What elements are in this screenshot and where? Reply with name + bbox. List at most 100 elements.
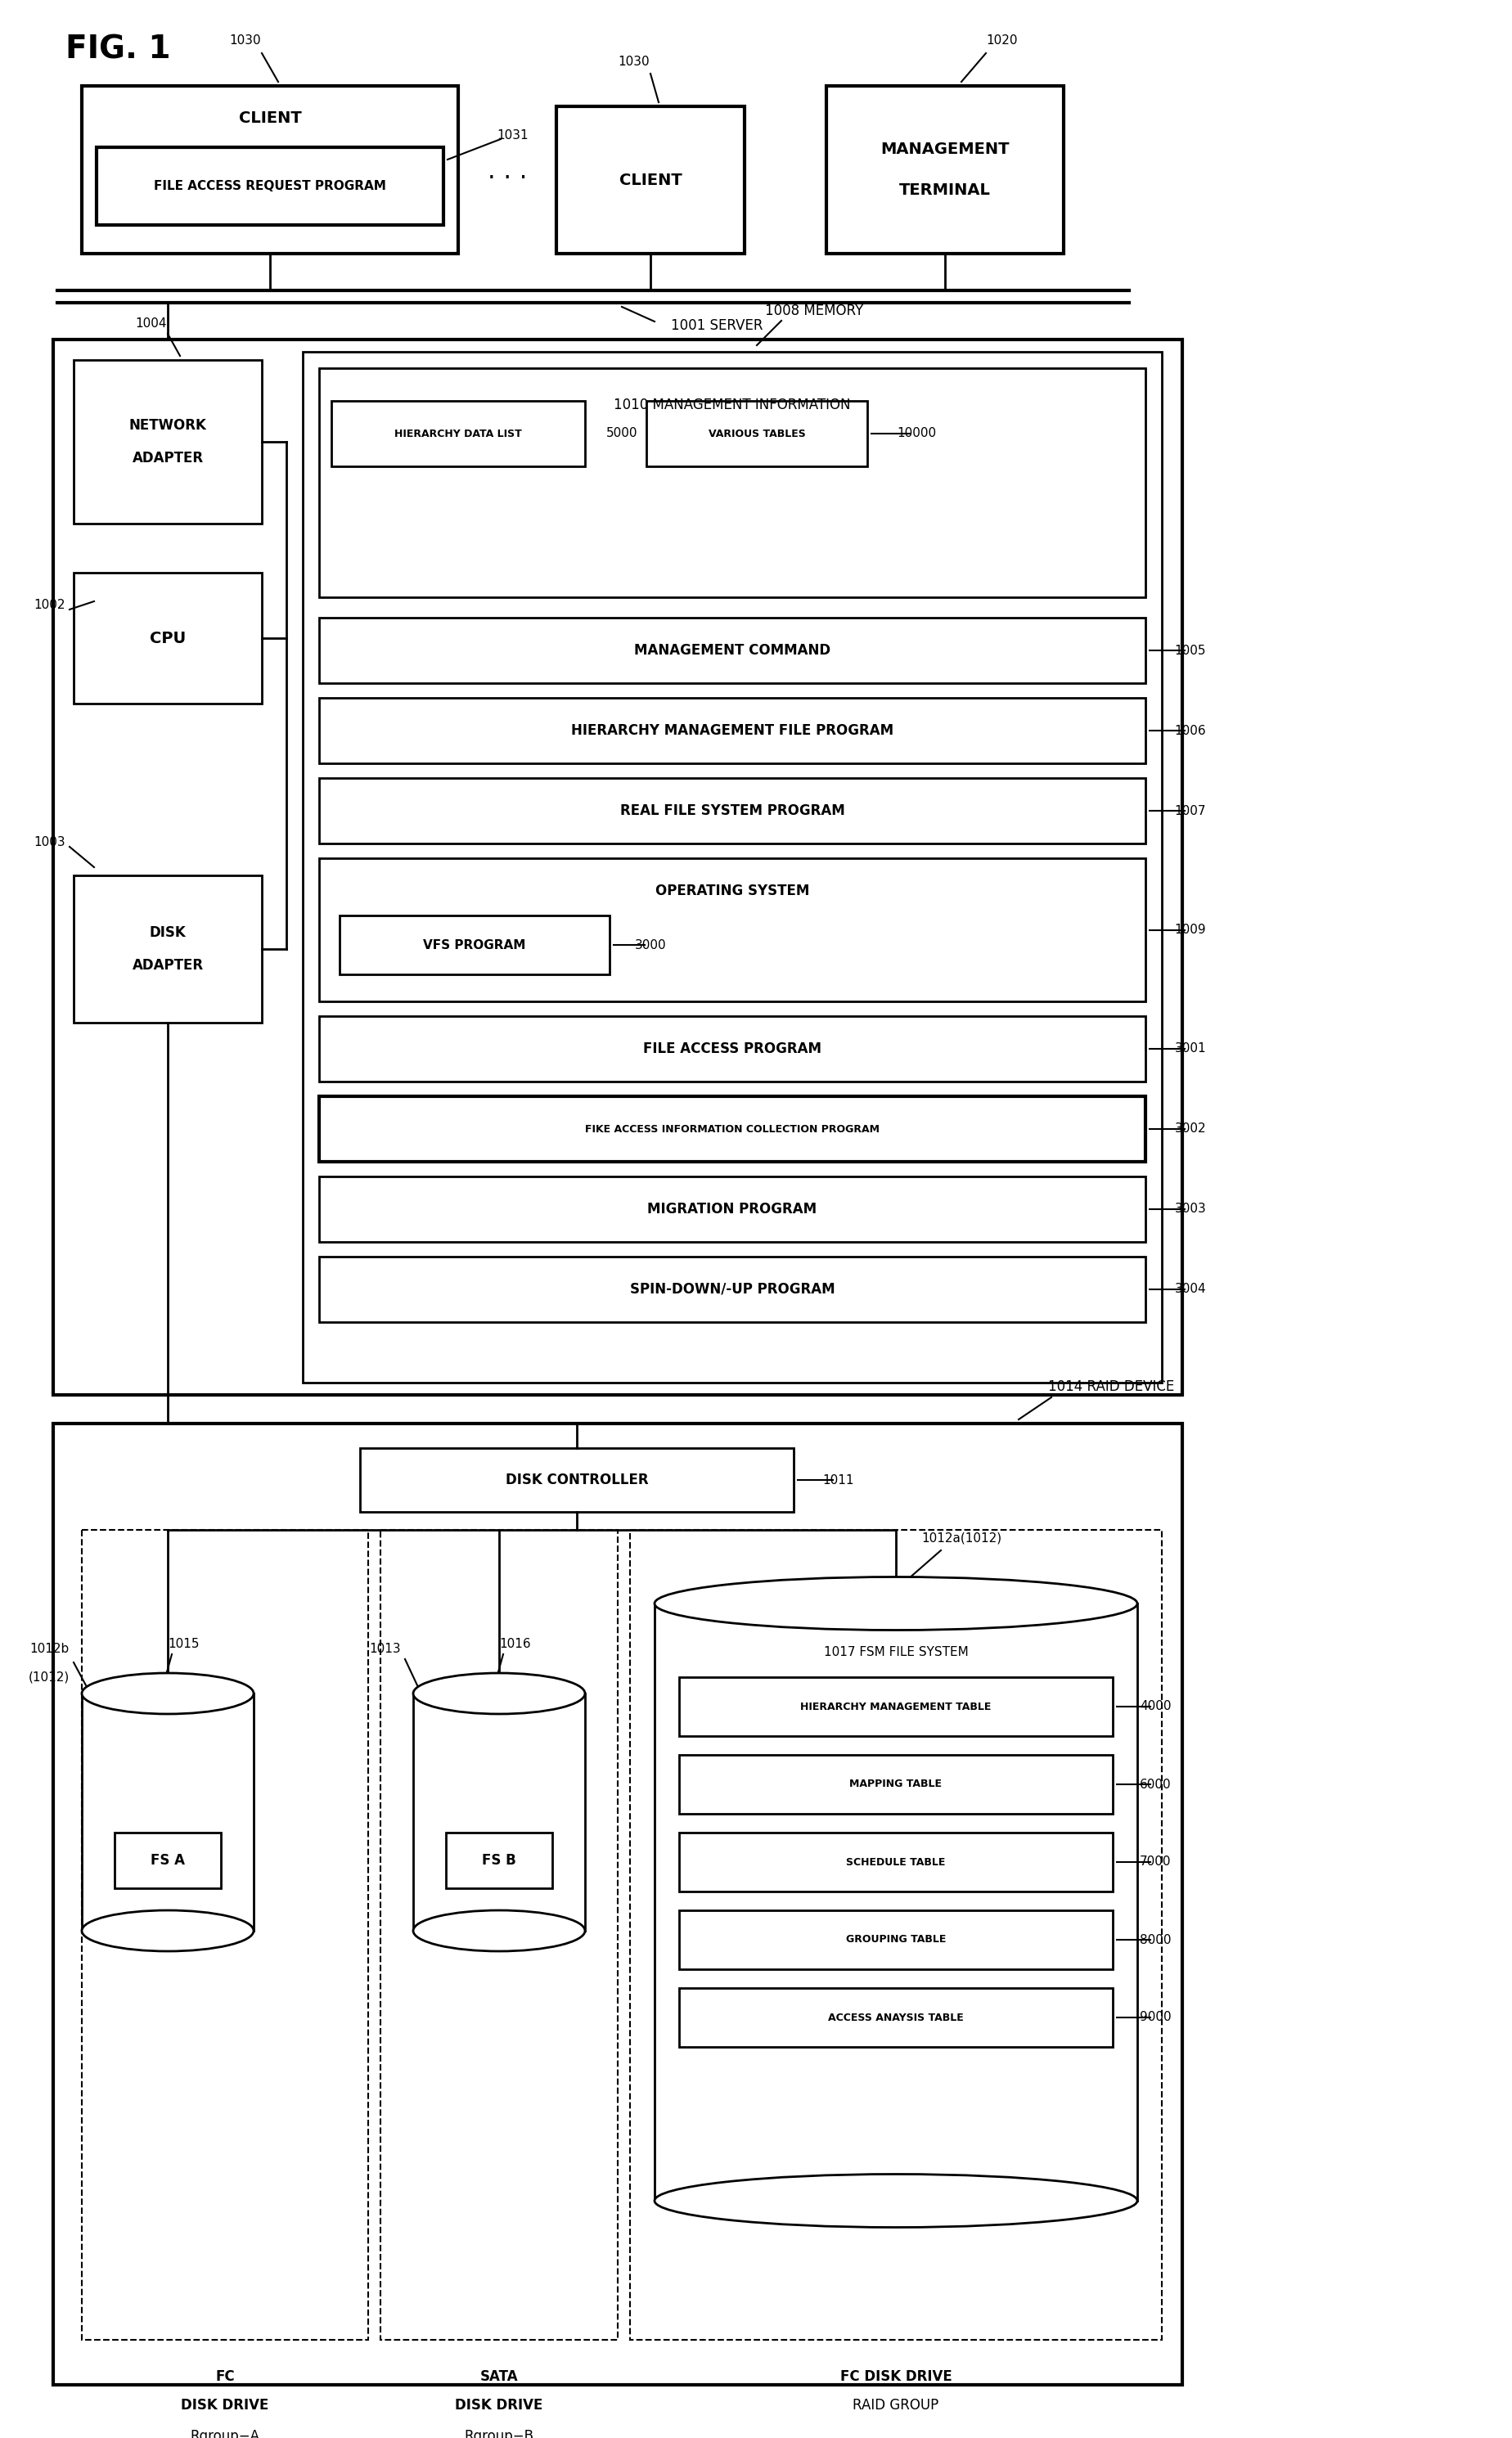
Bar <box>319 1178 1145 1241</box>
Text: 1020: 1020 <box>986 34 1018 46</box>
Text: (1012): (1012) <box>29 1670 70 1682</box>
Text: FS A: FS A <box>151 1853 184 1868</box>
Ellipse shape <box>655 1577 1137 1631</box>
Bar <box>679 1833 1113 1892</box>
Text: DISK DRIVE: DISK DRIVE <box>455 2399 543 2414</box>
Text: 1030: 1030 <box>618 56 650 68</box>
Text: NETWORK: NETWORK <box>129 417 207 434</box>
Bar <box>97 146 443 224</box>
Bar <box>319 778 1145 844</box>
Text: 1016: 1016 <box>499 1638 531 1651</box>
Text: 1012b: 1012b <box>30 1643 70 1655</box>
Text: Rgroup−A: Rgroup−A <box>191 2428 260 2438</box>
Bar <box>413 1694 585 1931</box>
Bar <box>339 917 609 975</box>
Text: 6000: 6000 <box>1139 1777 1170 1789</box>
Bar <box>679 1911 1113 1970</box>
Text: 5000: 5000 <box>606 427 637 439</box>
Text: 1014 RAID DEVICE: 1014 RAID DEVICE <box>1048 1380 1173 1395</box>
Bar <box>446 1833 552 1887</box>
Text: MANAGEMENT: MANAGEMENT <box>880 141 1009 156</box>
Text: DISK CONTROLLER: DISK CONTROLLER <box>505 1473 649 1487</box>
Text: VARIOUS TABLES: VARIOUS TABLES <box>708 429 804 439</box>
Text: . . .: . . . <box>487 161 526 183</box>
Text: 1009: 1009 <box>1173 924 1205 936</box>
Text: 8000: 8000 <box>1139 1933 1170 1946</box>
Text: RAID GROUP: RAID GROUP <box>853 2399 939 2414</box>
Text: 1011: 1011 <box>823 1475 854 1487</box>
Text: 3000: 3000 <box>635 939 665 951</box>
Bar <box>319 368 1145 597</box>
Bar <box>331 400 585 466</box>
Bar <box>319 617 1145 683</box>
Text: CLIENT: CLIENT <box>239 110 301 127</box>
Text: 1007: 1007 <box>1175 805 1205 817</box>
Text: ADAPTER: ADAPTER <box>132 958 203 973</box>
Bar <box>556 107 744 254</box>
Text: 1006: 1006 <box>1173 724 1205 736</box>
Text: SCHEDULE TABLE: SCHEDULE TABLE <box>845 1858 945 1868</box>
Text: 10000: 10000 <box>897 427 936 439</box>
Bar <box>319 1256 1145 1321</box>
Text: 1005: 1005 <box>1175 644 1205 656</box>
Bar <box>302 351 1161 1382</box>
Bar <box>82 1531 367 2340</box>
Text: REAL FILE SYSTEM PROGRAM: REAL FILE SYSTEM PROGRAM <box>620 805 844 819</box>
Text: CPU: CPU <box>150 631 186 646</box>
Bar <box>74 573 262 705</box>
Bar <box>53 1424 1182 2384</box>
Text: SATA: SATA <box>479 2370 519 2384</box>
Text: FILE ACCESS REQUEST PROGRAM: FILE ACCESS REQUEST PROGRAM <box>154 180 386 193</box>
Text: 1030: 1030 <box>230 34 262 46</box>
Text: HIERARCHY MANAGEMENT FILE PROGRAM: HIERARCHY MANAGEMENT FILE PROGRAM <box>570 724 894 739</box>
Ellipse shape <box>82 1672 254 1714</box>
Text: OPERATING SYSTEM: OPERATING SYSTEM <box>655 883 809 897</box>
Text: 1031: 1031 <box>497 129 529 141</box>
Bar <box>74 875 262 1022</box>
Bar <box>360 1448 794 1512</box>
Text: 7000: 7000 <box>1139 1855 1170 1868</box>
Ellipse shape <box>655 2175 1137 2228</box>
Text: 1002: 1002 <box>33 600 65 612</box>
Text: FIG. 1: FIG. 1 <box>65 34 171 66</box>
Bar <box>679 1677 1113 1736</box>
Text: Rgroup−B: Rgroup−B <box>464 2428 534 2438</box>
Bar <box>629 1531 1161 2340</box>
Bar <box>319 858 1145 1002</box>
Text: TERMINAL: TERMINAL <box>898 183 990 197</box>
Bar <box>74 361 262 524</box>
Text: 1001 SERVER: 1001 SERVER <box>670 319 762 334</box>
Bar <box>679 1755 1113 1814</box>
Text: 1017 FSM FILE SYSTEM: 1017 FSM FILE SYSTEM <box>823 1646 968 1658</box>
Text: VFS PROGRAM: VFS PROGRAM <box>423 939 526 951</box>
Text: HIERARCHY DATA LIST: HIERARCHY DATA LIST <box>395 429 522 439</box>
Text: 1013: 1013 <box>369 1643 401 1655</box>
Bar <box>655 1604 1137 2202</box>
Bar <box>380 1531 617 2340</box>
Text: MAPPING TABLE: MAPPING TABLE <box>850 1780 942 1789</box>
Text: DISK: DISK <box>150 926 186 941</box>
Text: 4000: 4000 <box>1139 1699 1170 1714</box>
Bar <box>319 1017 1145 1082</box>
Text: MANAGEMENT COMMAND: MANAGEMENT COMMAND <box>634 644 830 658</box>
Bar <box>115 1833 221 1887</box>
Bar <box>646 400 866 466</box>
Text: FS B: FS B <box>482 1853 516 1868</box>
Bar <box>319 1097 1145 1163</box>
Text: 1012a(1012): 1012a(1012) <box>921 1531 1001 1543</box>
Bar <box>53 339 1182 1395</box>
Text: SPIN-DOWN/-UP PROGRAM: SPIN-DOWN/-UP PROGRAM <box>629 1282 835 1297</box>
Bar <box>826 85 1063 254</box>
Text: 1010 MANAGEMENT INFORMATION: 1010 MANAGEMENT INFORMATION <box>614 397 850 412</box>
Text: FC DISK DRIVE: FC DISK DRIVE <box>839 2370 951 2384</box>
Text: FIKE ACCESS INFORMATION COLLECTION PROGRAM: FIKE ACCESS INFORMATION COLLECTION PROGR… <box>585 1124 878 1134</box>
Text: 1015: 1015 <box>168 1638 200 1651</box>
Text: ADAPTER: ADAPTER <box>132 451 203 466</box>
Bar <box>82 85 458 254</box>
Bar <box>679 1987 1113 2048</box>
Text: 9000: 9000 <box>1139 2011 1170 2024</box>
Text: CLIENT: CLIENT <box>618 173 682 188</box>
Text: 1008 MEMORY: 1008 MEMORY <box>765 302 863 319</box>
Text: HIERARCHY MANAGEMENT TABLE: HIERARCHY MANAGEMENT TABLE <box>800 1702 990 1711</box>
Bar <box>319 697 1145 763</box>
